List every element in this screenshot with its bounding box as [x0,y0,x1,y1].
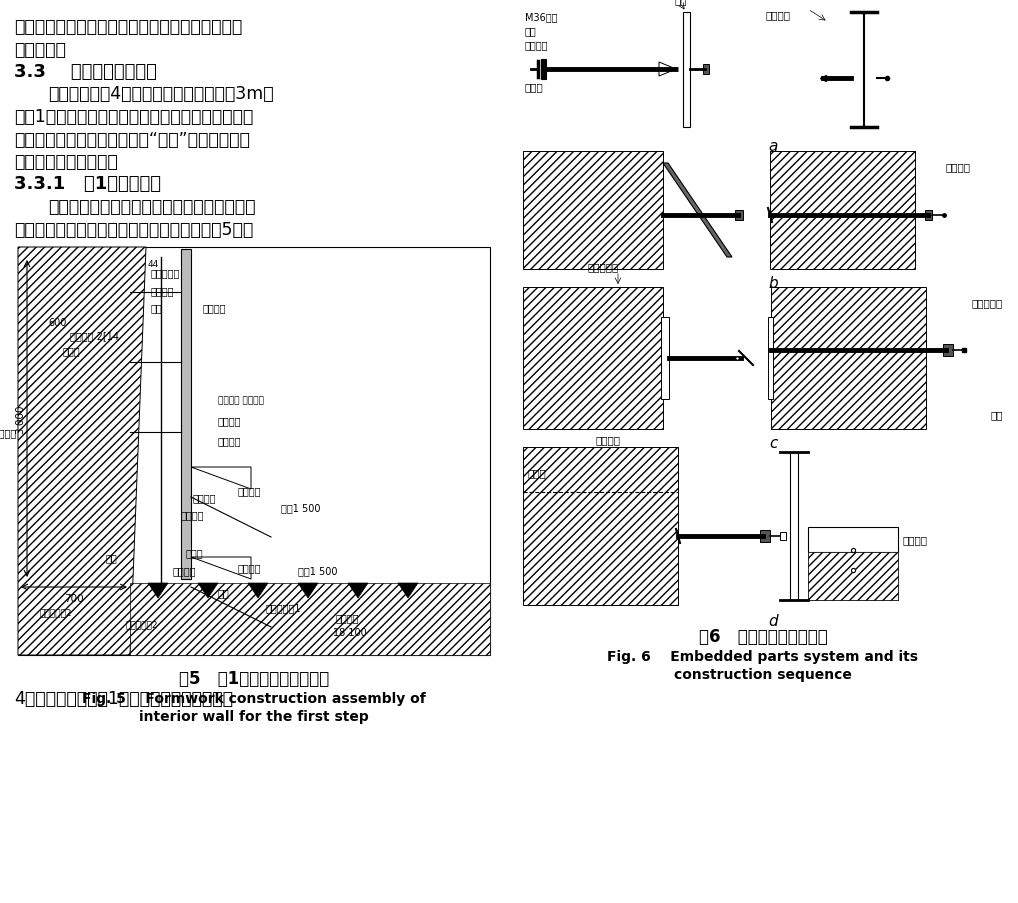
Bar [18,247,490,656]
Bar [523,288,663,430]
Text: 施工缝: 施工缝 [528,468,547,478]
Text: 由于衬墙需分4次浇筑，每次浇筑高度为3m，: 由于衬墙需分4次浇筑，每次浇筑高度为3m， [48,86,274,103]
Text: 模板: 模板 [106,553,118,563]
Text: 44: 44 [148,260,159,269]
Polygon shape [197,583,218,599]
Text: 模板支撑体系无法从结构地面“生根”，考虑使用单: 模板支撑体系无法从结构地面“生根”，考虑使用单 [14,130,249,148]
Text: 非标准单元模板设置调整板条，拆模板时先行拆除: 非标准单元模板设置调整板条，拆模板时先行拆除 [14,18,242,36]
Text: 混凝土垂块1: 混凝土垂块1 [266,602,301,612]
Text: 安装螺栓: 安装螺栓 [151,285,174,295]
Bar [808,553,898,600]
Polygon shape [348,583,367,599]
Text: 爬锥: 爬锥 [151,303,163,312]
Text: 3.3.1   第1步衬墙施工: 3.3.1 第1步衬墙施工 [14,175,161,193]
Bar [523,152,663,270]
Polygon shape [398,583,418,599]
Text: 调整板条。: 调整板条。 [14,41,66,59]
Polygon shape [191,468,251,489]
Text: 4）挂架模板体系第1步施工时，先安装倒三角: 4）挂架模板体系第1步施工时，先安装倒三角 [14,689,233,707]
Text: 背模扎件: 背模扎件 [193,492,217,502]
Text: 主梂三脚架: 主梂三脚架 [972,298,1003,308]
Bar [541,60,546,79]
Bar [703,65,709,75]
Text: 侧支模挂架模板体系。: 侧支模挂架模板体系。 [14,153,118,171]
Polygon shape [659,63,676,77]
Text: 平台横梁: 平台横梁 [903,535,928,545]
Text: 图5   第1步衬墙模板施工拼装: 图5 第1步衬墙模板施工拼装 [179,669,329,687]
Text: 销子: 销子 [991,410,1003,420]
Text: 衬墙模板: 衬墙模板 [766,10,791,20]
Bar [790,452,798,600]
Text: 高強螺杆: 高強螺杆 [525,40,549,50]
Text: 高強螺杆 2[14: 高強螺杆 2[14 [70,330,119,340]
Text: 模板: 模板 [675,0,687,5]
Polygon shape [248,583,268,599]
Text: 间距1 500: 间距1 500 [281,502,321,512]
Bar [760,530,770,543]
Bar [770,152,915,270]
Text: 爬锥: 爬锥 [525,26,536,36]
Text: D20上口拉接固定: D20上口拉接固定 [0,427,16,438]
Polygon shape [18,247,146,656]
Text: c: c [769,435,777,451]
Text: construction sequence: construction sequence [674,667,852,681]
Bar [780,533,786,540]
Text: 混凝土腰梁: 混凝土腰梁 [151,267,180,278]
Text: 3.000: 3.000 [15,405,25,433]
Bar [771,288,926,430]
Bar [768,318,773,399]
Text: 向顶撑、地脚螺栓固定等措施进行加固（见图5）。: 向顶撑、地脚螺栓固定等措施进行加固（见图5）。 [14,220,253,238]
Text: 埋件板: 埋件板 [63,346,80,356]
Text: M36螺栓: M36螺栓 [525,12,558,22]
Bar [735,210,743,220]
Text: 混凝土墅块2: 混凝土墅块2 [40,608,72,617]
Polygon shape [130,583,490,656]
Text: 平台跳板: 平台跳板 [218,435,241,445]
Bar [925,210,932,220]
Bar [943,345,953,357]
Text: 3.3    挂架模板体系设计: 3.3 挂架模板体系设计 [14,63,157,81]
Polygon shape [148,583,168,599]
Text: 图6   埋件系统及施工顺序: 图6 埋件系统及施工顺序 [698,628,828,646]
Text: 受力螺栓: 受力螺栓 [596,434,621,444]
Text: 调节销撑: 调节销撑 [181,509,205,519]
Text: 预埋地锁: 预埋地锁 [336,612,359,622]
Polygon shape [663,163,732,257]
Text: b: b [769,275,778,291]
Text: 700: 700 [64,593,83,603]
Text: 调节杆: 调节杆 [186,547,204,557]
Text: 临时支撑: 临时支撑 [238,486,262,496]
Text: 平台挑架: 平台挑架 [218,415,241,425]
Text: 主梁三脚架: 主梁三脚架 [587,262,619,272]
Text: 埋件板: 埋件板 [525,82,544,92]
Bar [661,318,669,399]
Text: a: a [769,139,778,154]
Bar [683,13,690,128]
Text: interior wall for the first step: interior wall for the first step [139,709,369,723]
Bar [181,250,191,580]
Text: Fig. 5    Formwork construction assembly of: Fig. 5 Formwork construction assembly of [82,691,426,705]
Text: Fig. 6    Embedded parts system and its: Fig. 6 Embedded parts system and its [608,649,918,664]
Text: 600: 600 [48,318,66,328]
Bar [523,448,678,605]
Text: 埋件系统: 埋件系统 [173,565,196,575]
Text: 在第1步衬墙结构施工完毕后，考虑施工现场情况，: 在第1步衬墙结构施工完毕后，考虑施工现场情况， [14,107,253,126]
Text: 受力螺栓: 受力螺栓 [946,162,971,172]
Text: 18 100: 18 100 [333,628,366,638]
Text: 模板吸钉: 模板吸钉 [203,303,226,312]
Text: 底架: 底架 [218,587,230,598]
Text: 临时支撑: 临时支撑 [238,563,262,573]
Text: 架体吸钉 平台护栏: 架体吸钉 平台护栏 [218,396,264,405]
Bar [808,527,898,553]
Text: 混凝土墅块2: 混凝土墅块2 [126,619,159,628]
Polygon shape [298,583,318,599]
Text: d: d [769,613,778,628]
Text: 间距1 500: 间距1 500 [298,565,338,575]
Text: 模板采用三角支架、上口拉接固定、脚手架侧: 模板采用三角支架、上口拉接固定、脚手架侧 [48,198,256,216]
Polygon shape [191,557,251,580]
Bar [808,553,898,600]
